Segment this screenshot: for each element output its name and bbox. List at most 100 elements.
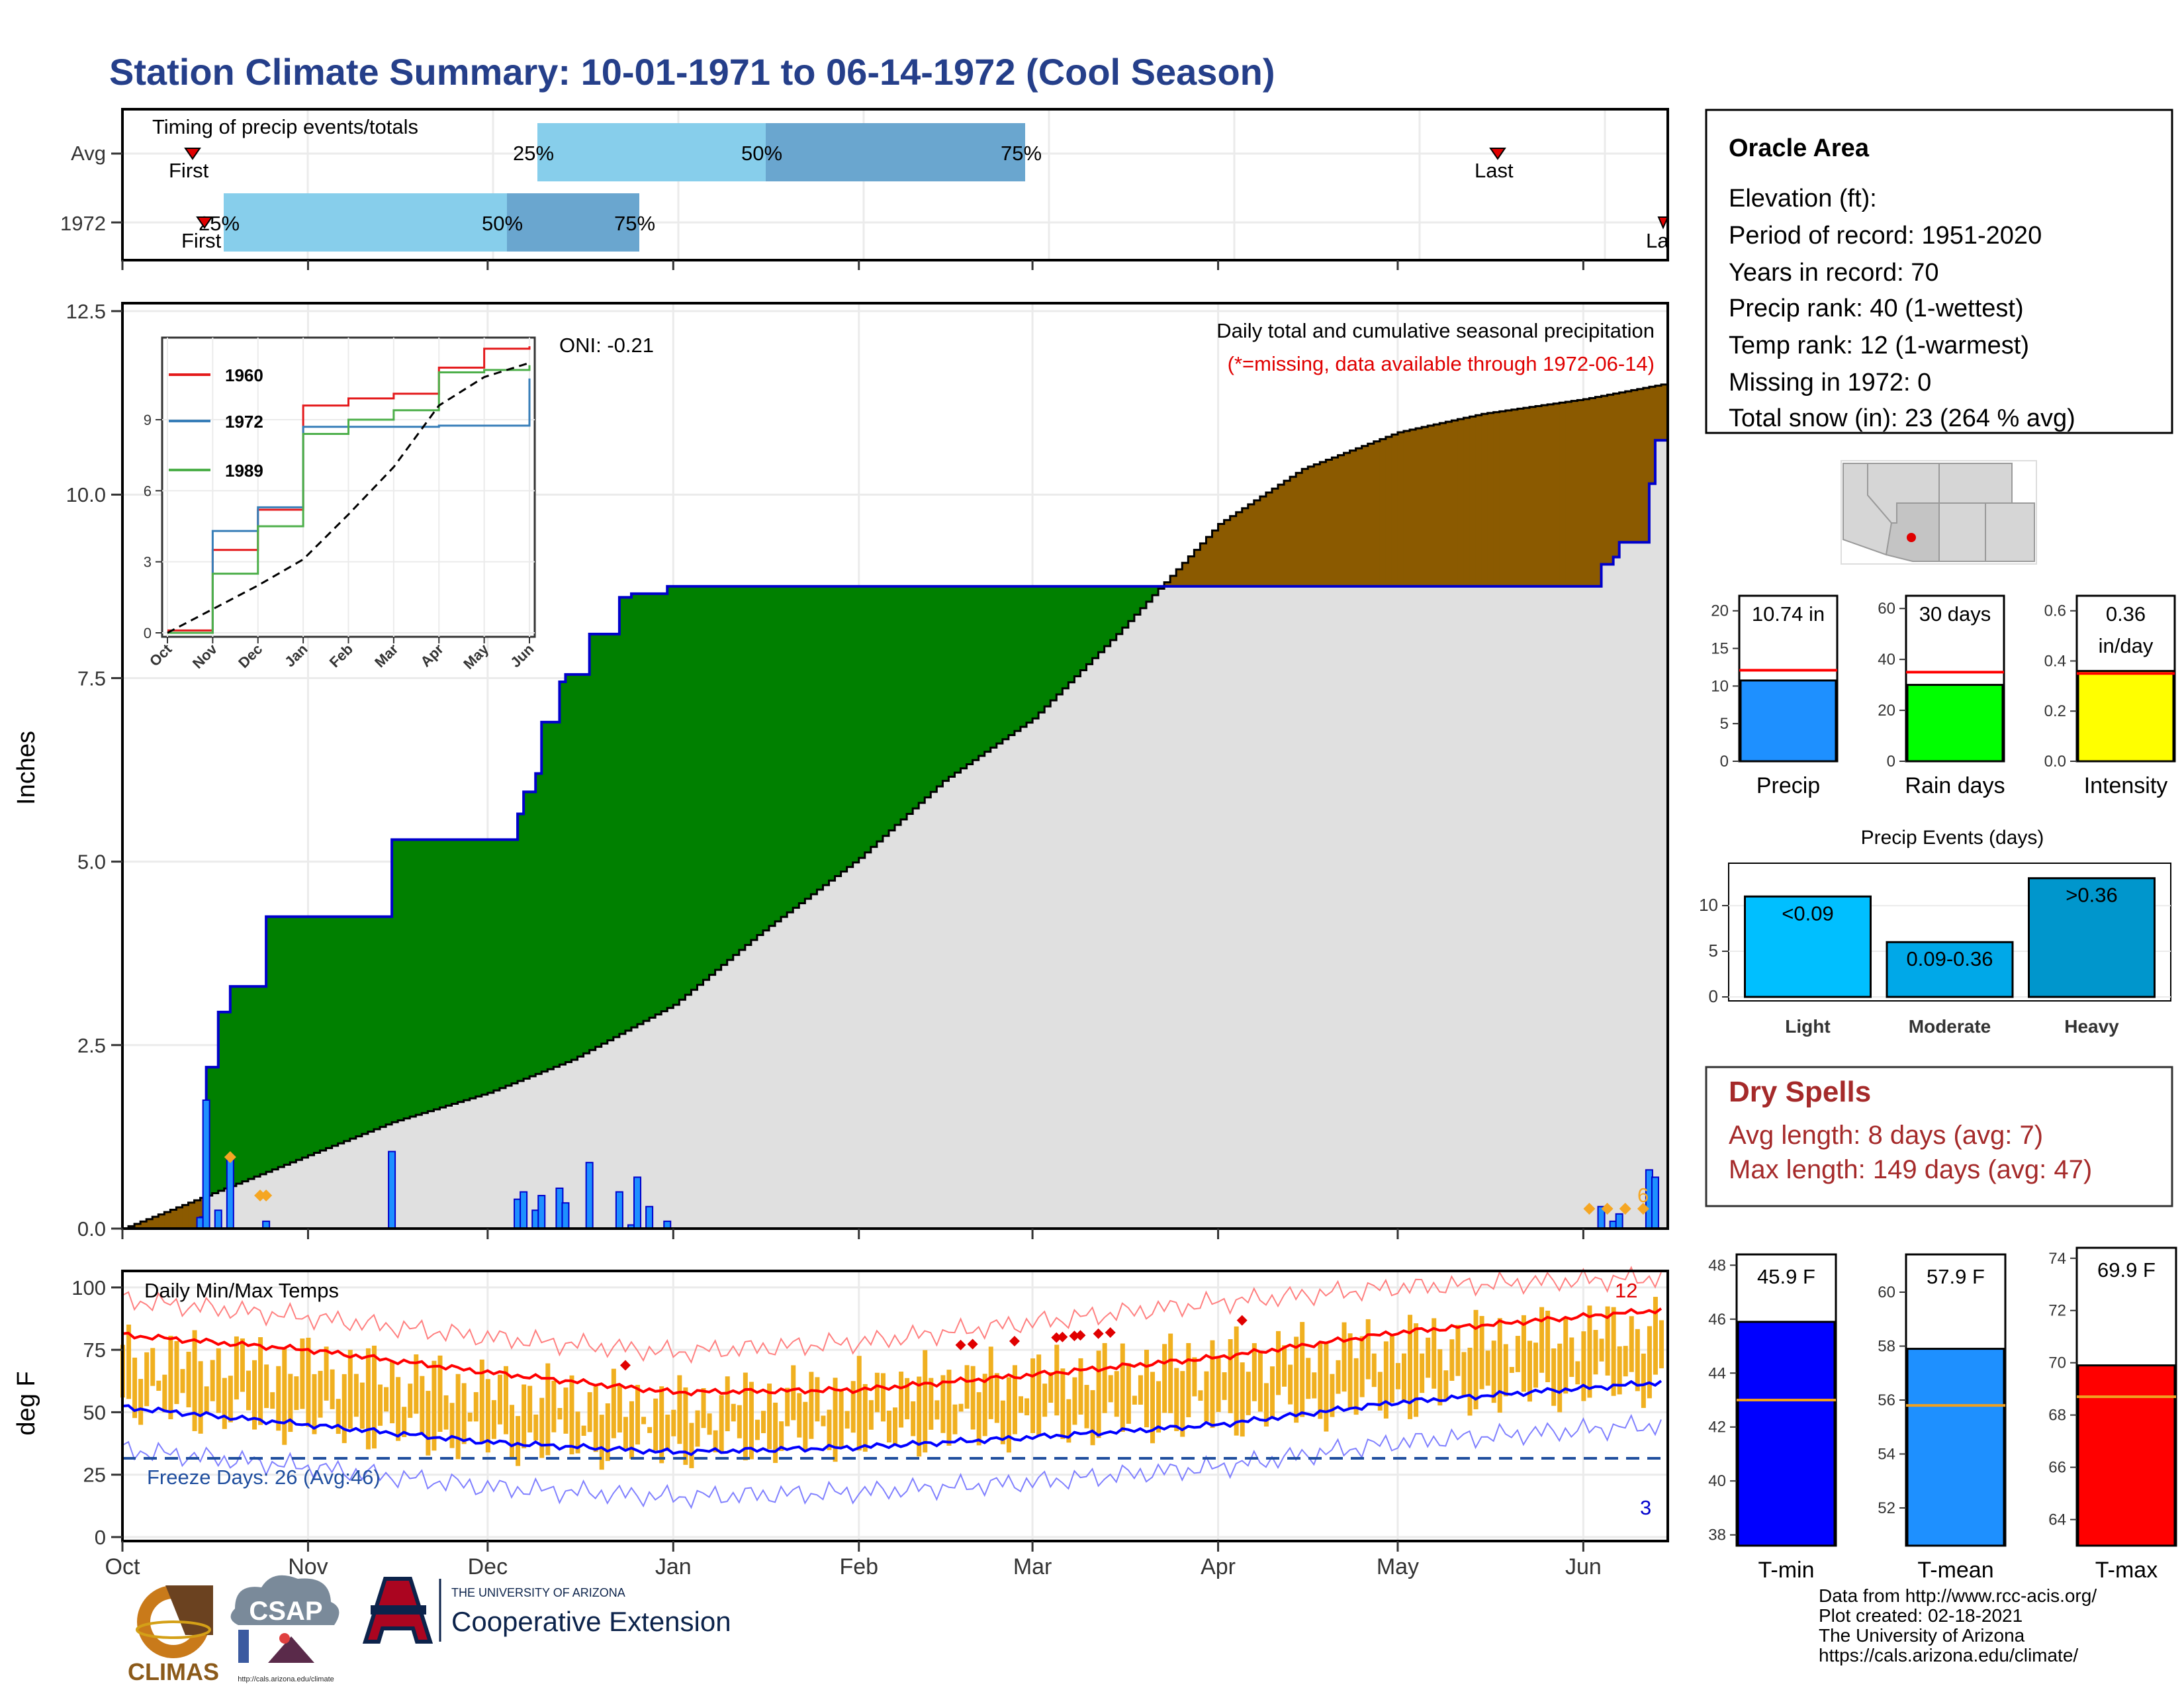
- daily-temp-bar: [779, 1421, 784, 1451]
- temp-y-tick-label-1: 25: [83, 1464, 106, 1487]
- above-average-area: [559, 681, 567, 1065]
- above-average-area: [793, 586, 799, 908]
- daily-temp-bar: [1408, 1315, 1413, 1419]
- precip-y-tick-label-4: 10.0: [66, 483, 106, 506]
- dry-spells-title: Dry Spells: [1729, 1076, 1871, 1108]
- above-average-area: [667, 586, 674, 1008]
- below-average-area: [1308, 466, 1314, 586]
- daily-temp-bar: [797, 1393, 802, 1438]
- daily-temp-bar: [1234, 1326, 1239, 1436]
- daily-temp-bar: [491, 1400, 496, 1439]
- daily-temp-bar: [1024, 1398, 1030, 1416]
- above-average-area: [858, 586, 866, 859]
- station-name: Oracle Area: [1729, 134, 1870, 162]
- daily-precip-bar: [520, 1191, 528, 1230]
- above-average-area: [463, 839, 471, 1100]
- daily-temp-bar: [1186, 1342, 1191, 1417]
- daily-temp-bar: [707, 1413, 712, 1435]
- climas-logo-text: CLIMAS: [128, 1658, 219, 1685]
- above-average-area: [1068, 586, 1075, 682]
- below-average-area: [1577, 400, 1584, 586]
- credits: Data from http://www.rcc-acis.org/ Plot …: [1819, 1585, 2097, 1665]
- daily-temp-bar: [557, 1407, 563, 1420]
- daily-temp-bar: [186, 1352, 191, 1408]
- below-average-area: [1265, 492, 1273, 586]
- record-high-marker: [1051, 1332, 1062, 1343]
- daily-temp-bar: [473, 1392, 478, 1422]
- temp-bar-value-label-2: 69.9 F: [2097, 1258, 2156, 1282]
- dry-spells-avg: Avg length: 8 days (avg: 7): [1729, 1121, 2043, 1150]
- daily-temp-bar: [437, 1355, 443, 1432]
- daily-temp-bar: [1479, 1316, 1484, 1389]
- daily-temp-bar: [1174, 1368, 1179, 1431]
- dry-spells-box: Dry Spells Avg length: 8 days (avg: 7) M…: [1705, 1066, 2173, 1207]
- station-years: Years in record: 70: [1729, 259, 1939, 287]
- daily-temp-bar: [510, 1405, 515, 1459]
- timing-avg-q2-bar: [766, 123, 1025, 181]
- month-label-Jan: Jan: [655, 1554, 692, 1579]
- below-average-area: [1410, 429, 1416, 586]
- below-average-area: [1416, 428, 1422, 586]
- below-average-area: [1547, 404, 1554, 586]
- above-average-area: [751, 586, 758, 941]
- daily-temp-bar: [347, 1350, 353, 1429]
- daily-temp-bar: [1162, 1344, 1167, 1413]
- daily-temp-bar: [683, 1387, 688, 1465]
- daily-temp-bar: [1066, 1399, 1071, 1443]
- above-average-area: [416, 839, 422, 1115]
- precip-y-tick-label-3: 7.5: [77, 667, 106, 690]
- temp-bar-category-0: T-min: [1758, 1558, 1815, 1583]
- below-average-area: [1619, 392, 1626, 543]
- below-average-area: [1176, 569, 1183, 586]
- daily-temp-bar: [336, 1399, 341, 1434]
- station-precip-rank: Precip rank: 40 (1-wettest): [1729, 295, 2024, 322]
- small-bar-tick-label: 0.2: [2044, 702, 2066, 720]
- dry-spells-max: Max length: 149 days (avg: 47): [1729, 1155, 2092, 1184]
- daily-temp-bar: [210, 1360, 215, 1401]
- below-average-area: [1296, 473, 1302, 586]
- temp-bar-tick-label: 74: [2048, 1250, 2066, 1268]
- temp-bar-tick-label: 58: [1878, 1338, 1895, 1356]
- above-average-area: [601, 633, 608, 1044]
- above-average-area: [1062, 586, 1069, 688]
- daily-temp-bar: [689, 1423, 694, 1468]
- daily-temp-bar: [1114, 1371, 1119, 1417]
- small-bar-category-2: Intensity: [2084, 773, 2168, 798]
- csap-logo: CSAP http://cals.arizona.edu/climate: [230, 1575, 340, 1683]
- above-average-area: [1116, 586, 1123, 634]
- daily-temp-bar: [713, 1430, 718, 1453]
- small-bar-value-1: [1906, 684, 2004, 763]
- record-high-marker: [955, 1339, 966, 1350]
- below-average-area: [1224, 520, 1231, 586]
- events-bar-Light: [1744, 895, 1872, 998]
- daily-temp-bar: [1342, 1322, 1347, 1392]
- daily-temp-bar: [240, 1338, 245, 1392]
- above-average-area: [931, 586, 937, 792]
- daily-temp-bar: [886, 1411, 891, 1443]
- above-average-area: [643, 593, 650, 1021]
- daily-temp-bar: [1347, 1333, 1353, 1409]
- above-average-area: [535, 773, 542, 1074]
- above-average-area: [230, 986, 237, 1186]
- below-average-area: [1583, 399, 1590, 586]
- daily-temp-bar: [850, 1381, 856, 1433]
- daily-temp-bar: [946, 1370, 952, 1446]
- above-average-area: [445, 839, 453, 1106]
- station-missing: Missing in 1972: 0: [1729, 369, 1931, 397]
- daily-temp-bar: [390, 1360, 395, 1424]
- above-average-area: [1140, 586, 1147, 608]
- above-average-area: [607, 633, 614, 1041]
- station-elevation: Elevation (ft):: [1729, 185, 1877, 212]
- below-average-area: [1505, 410, 1512, 586]
- daily-temp-bar: [617, 1384, 622, 1432]
- daily-temp-bar: [815, 1377, 820, 1422]
- above-average-area: [925, 586, 931, 798]
- inset-legend-1972: 1972: [225, 412, 263, 432]
- above-average-area: [1032, 586, 1039, 719]
- daily-temp-bar: [378, 1384, 383, 1426]
- daily-temp-bar: [659, 1386, 664, 1464]
- temp-bar-tick-label: 48: [1708, 1256, 1726, 1274]
- daily-temp-bar: [384, 1387, 389, 1412]
- below-average-area: [152, 1217, 159, 1229]
- inset-legend-1960: 1960: [225, 365, 263, 385]
